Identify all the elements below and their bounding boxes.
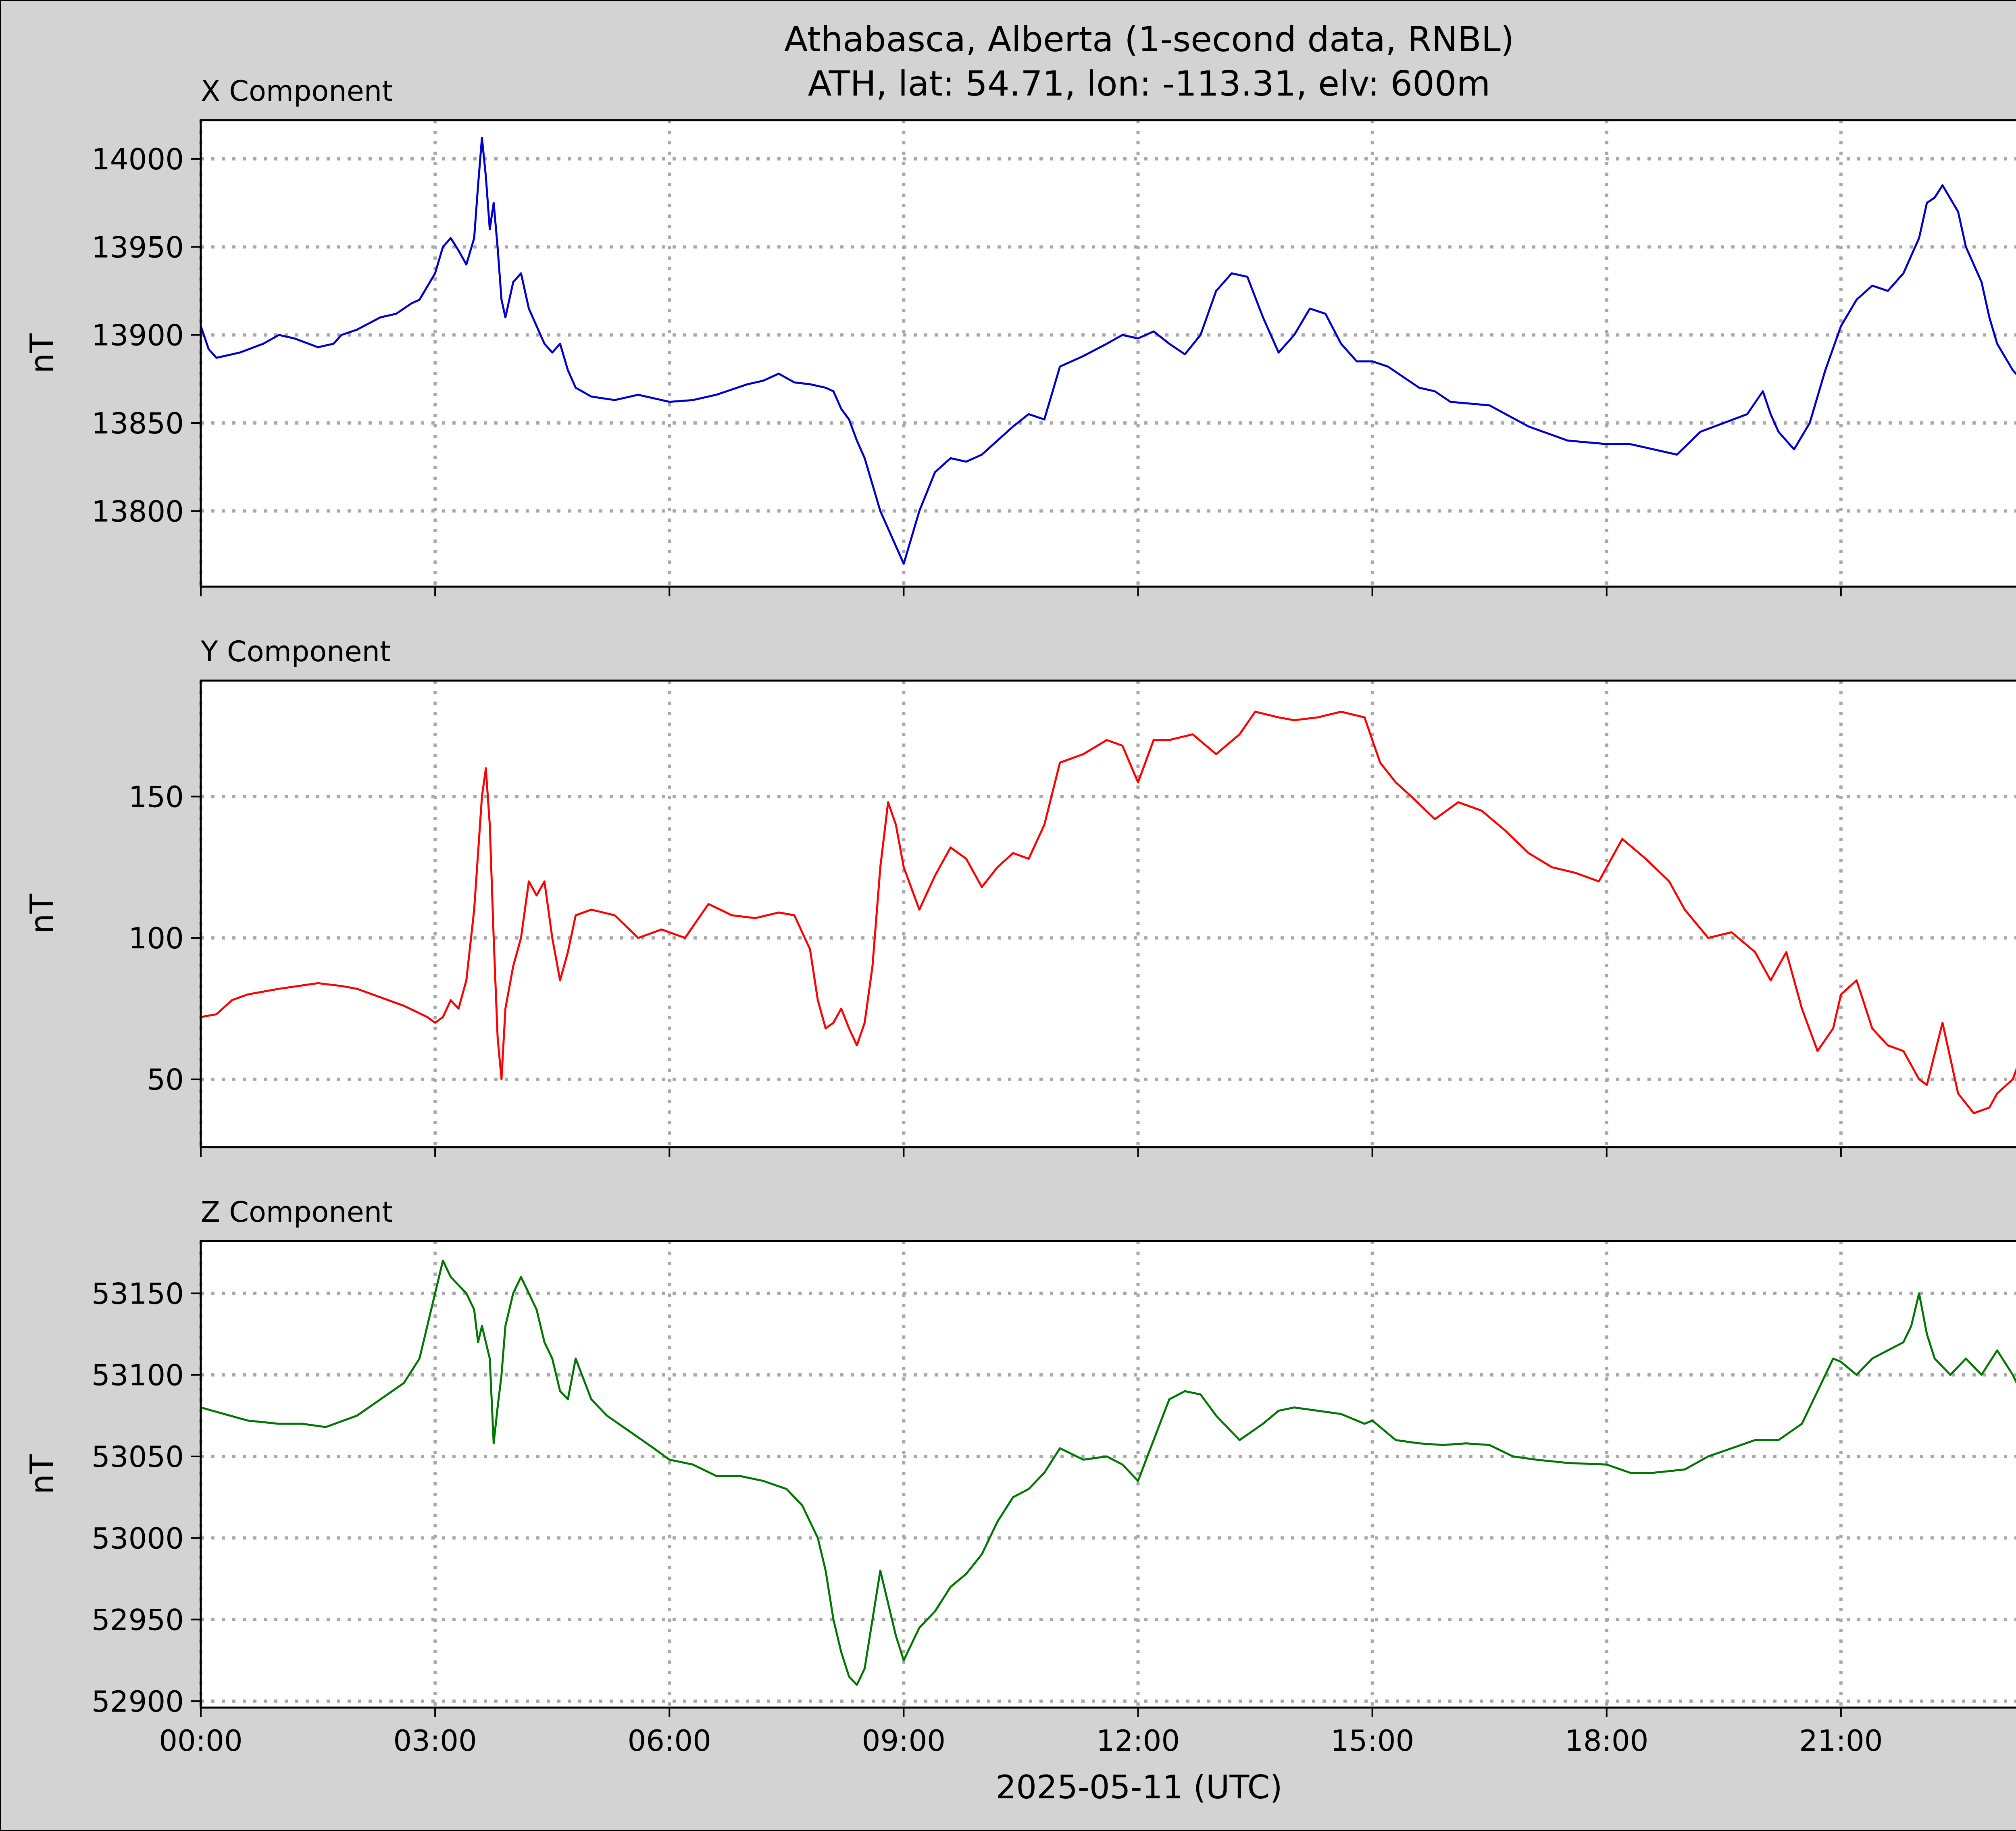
panel-title: Y Component xyxy=(200,635,391,668)
y-tick-label: 13800 xyxy=(92,494,184,528)
chart-panel-2: 50 100 150 Y Component nT xyxy=(23,635,2016,1157)
series-line-2 xyxy=(201,710,2016,1114)
y-tick-label: 53150 xyxy=(92,1277,184,1310)
x-tick-label: 18:00 xyxy=(1565,1724,1649,1758)
y-tick-label: 100 xyxy=(129,921,184,955)
y-axis-label: nT xyxy=(23,894,61,934)
y-axis-label: nT xyxy=(23,1454,61,1495)
series-line-3 xyxy=(201,1260,2016,1686)
x-tick-label: 15:00 xyxy=(1331,1724,1414,1758)
y-tick-label: 53100 xyxy=(92,1358,184,1392)
x-tick-label: 00:00 xyxy=(159,1724,243,1758)
panel-title: X Component xyxy=(201,75,393,108)
x-tick-label: 03:00 xyxy=(393,1724,477,1758)
x-tick-label: 12:00 xyxy=(1096,1724,1180,1758)
series-line-1 xyxy=(201,137,2016,565)
y-tick-label: 13950 xyxy=(92,230,184,264)
panel-title: Z Component xyxy=(201,1196,393,1229)
y-tick-label: 14000 xyxy=(92,142,184,176)
chart-panel-1: 13800 13850 13900 13950 14000 X Component nT xyxy=(23,75,2016,596)
y-tick-label: 52900 xyxy=(92,1685,184,1719)
x-axis-label: 2025-05-11 (UTC) xyxy=(996,1769,1282,1806)
x-tick-label: 21:00 xyxy=(1799,1724,1883,1758)
plot-area xyxy=(201,681,2016,1147)
y-tick-label: 53050 xyxy=(92,1440,184,1474)
y-tick-label: 50 xyxy=(147,1063,184,1097)
y-tick-label: 13850 xyxy=(92,406,184,440)
plot-area xyxy=(201,1241,2016,1708)
y-tick-label: 13900 xyxy=(92,319,184,352)
figure-title-line1: Athabasca, Alberta (1-second data, RNBL) xyxy=(784,19,1514,60)
y-tick-label: 53000 xyxy=(92,1521,184,1555)
plot-area xyxy=(201,120,2016,587)
y-tick-label: 52950 xyxy=(92,1603,184,1637)
x-tick-label: 09:00 xyxy=(862,1724,946,1758)
y-axis-label: nT xyxy=(23,333,61,374)
chart-panel-3: 52900 52950 53000 53050 53100 53150 00:00 03:00… xyxy=(23,1196,2016,1758)
x-tick-label: 06:00 xyxy=(628,1724,712,1758)
figure-title-line2: ATH, lat: 54.71, lon: -113.31, elv: 600m xyxy=(808,64,1491,104)
y-tick-label: 150 xyxy=(129,780,184,814)
